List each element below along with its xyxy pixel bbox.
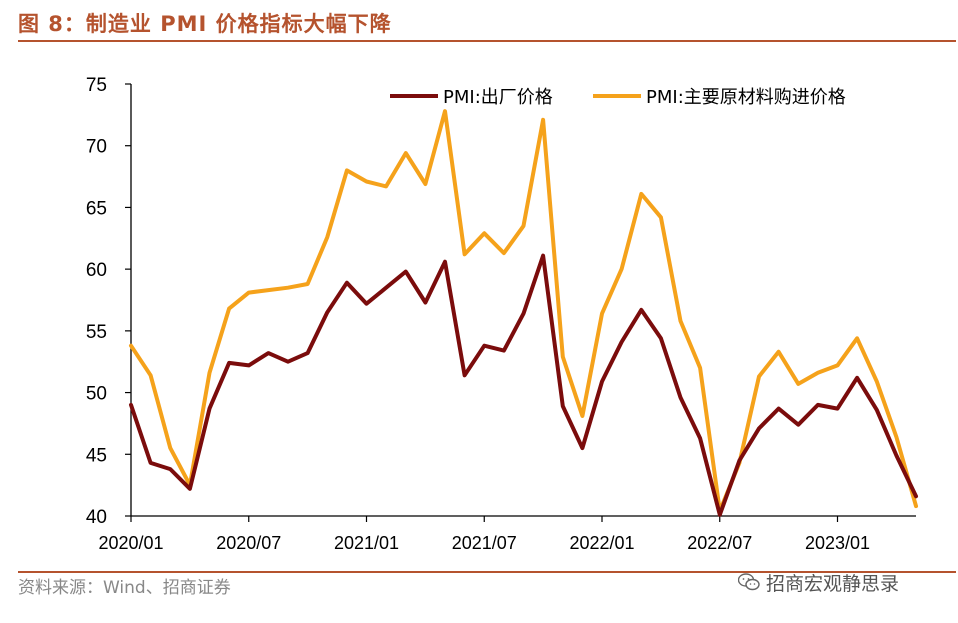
- brand-watermark: 招商宏观静思录: [738, 570, 900, 595]
- wechat-icon: [738, 573, 760, 591]
- y-tick-label: 60: [86, 260, 107, 281]
- x-tick-label: 2021/07: [452, 533, 517, 553]
- x-tick-label: 2020/01: [98, 533, 163, 553]
- y-axis: 40 45 50 55 60 65 70 75: [86, 75, 132, 528]
- brand-name: 招商宏观静思录: [766, 572, 900, 595]
- y-tick-label: 55: [86, 322, 107, 343]
- legend-label: PMI:出厂价格: [443, 87, 553, 108]
- y-tick-label: 70: [86, 137, 107, 158]
- figure-title: 图 8：制造业 PMI 价格指标大幅下降: [18, 12, 392, 36]
- y-tick-label: 75: [86, 75, 107, 96]
- y-tick-label: 40: [86, 507, 107, 528]
- legend-label: PMI:主要原材料购进价格: [646, 87, 846, 108]
- y-tick-label: 65: [86, 198, 107, 219]
- footer-divider: [18, 571, 956, 573]
- series-lines: [129, 109, 918, 517]
- source-note: 资料来源：Wind、招商证券: [18, 578, 231, 598]
- title-divider: [18, 40, 956, 42]
- x-axis: 2020/01 2020/07 2021/01 2021/07 2022/01 2022/…: [98, 515, 916, 553]
- x-tick-label: 2021/01: [334, 533, 399, 553]
- x-tick-label: 2023/01: [805, 533, 870, 553]
- y-tick-label: 45: [86, 445, 107, 466]
- series-line-input-price: [129, 109, 918, 514]
- x-tick-label: 2022/01: [569, 533, 634, 553]
- y-tick-label: 50: [86, 384, 107, 405]
- x-tick-label: 2022/07: [687, 533, 752, 553]
- series-line-factory-price: [129, 253, 918, 517]
- x-tick-label: 2020/07: [216, 533, 281, 553]
- legend: PMI:出厂价格 PMI:主要原材料购进价格: [390, 87, 846, 108]
